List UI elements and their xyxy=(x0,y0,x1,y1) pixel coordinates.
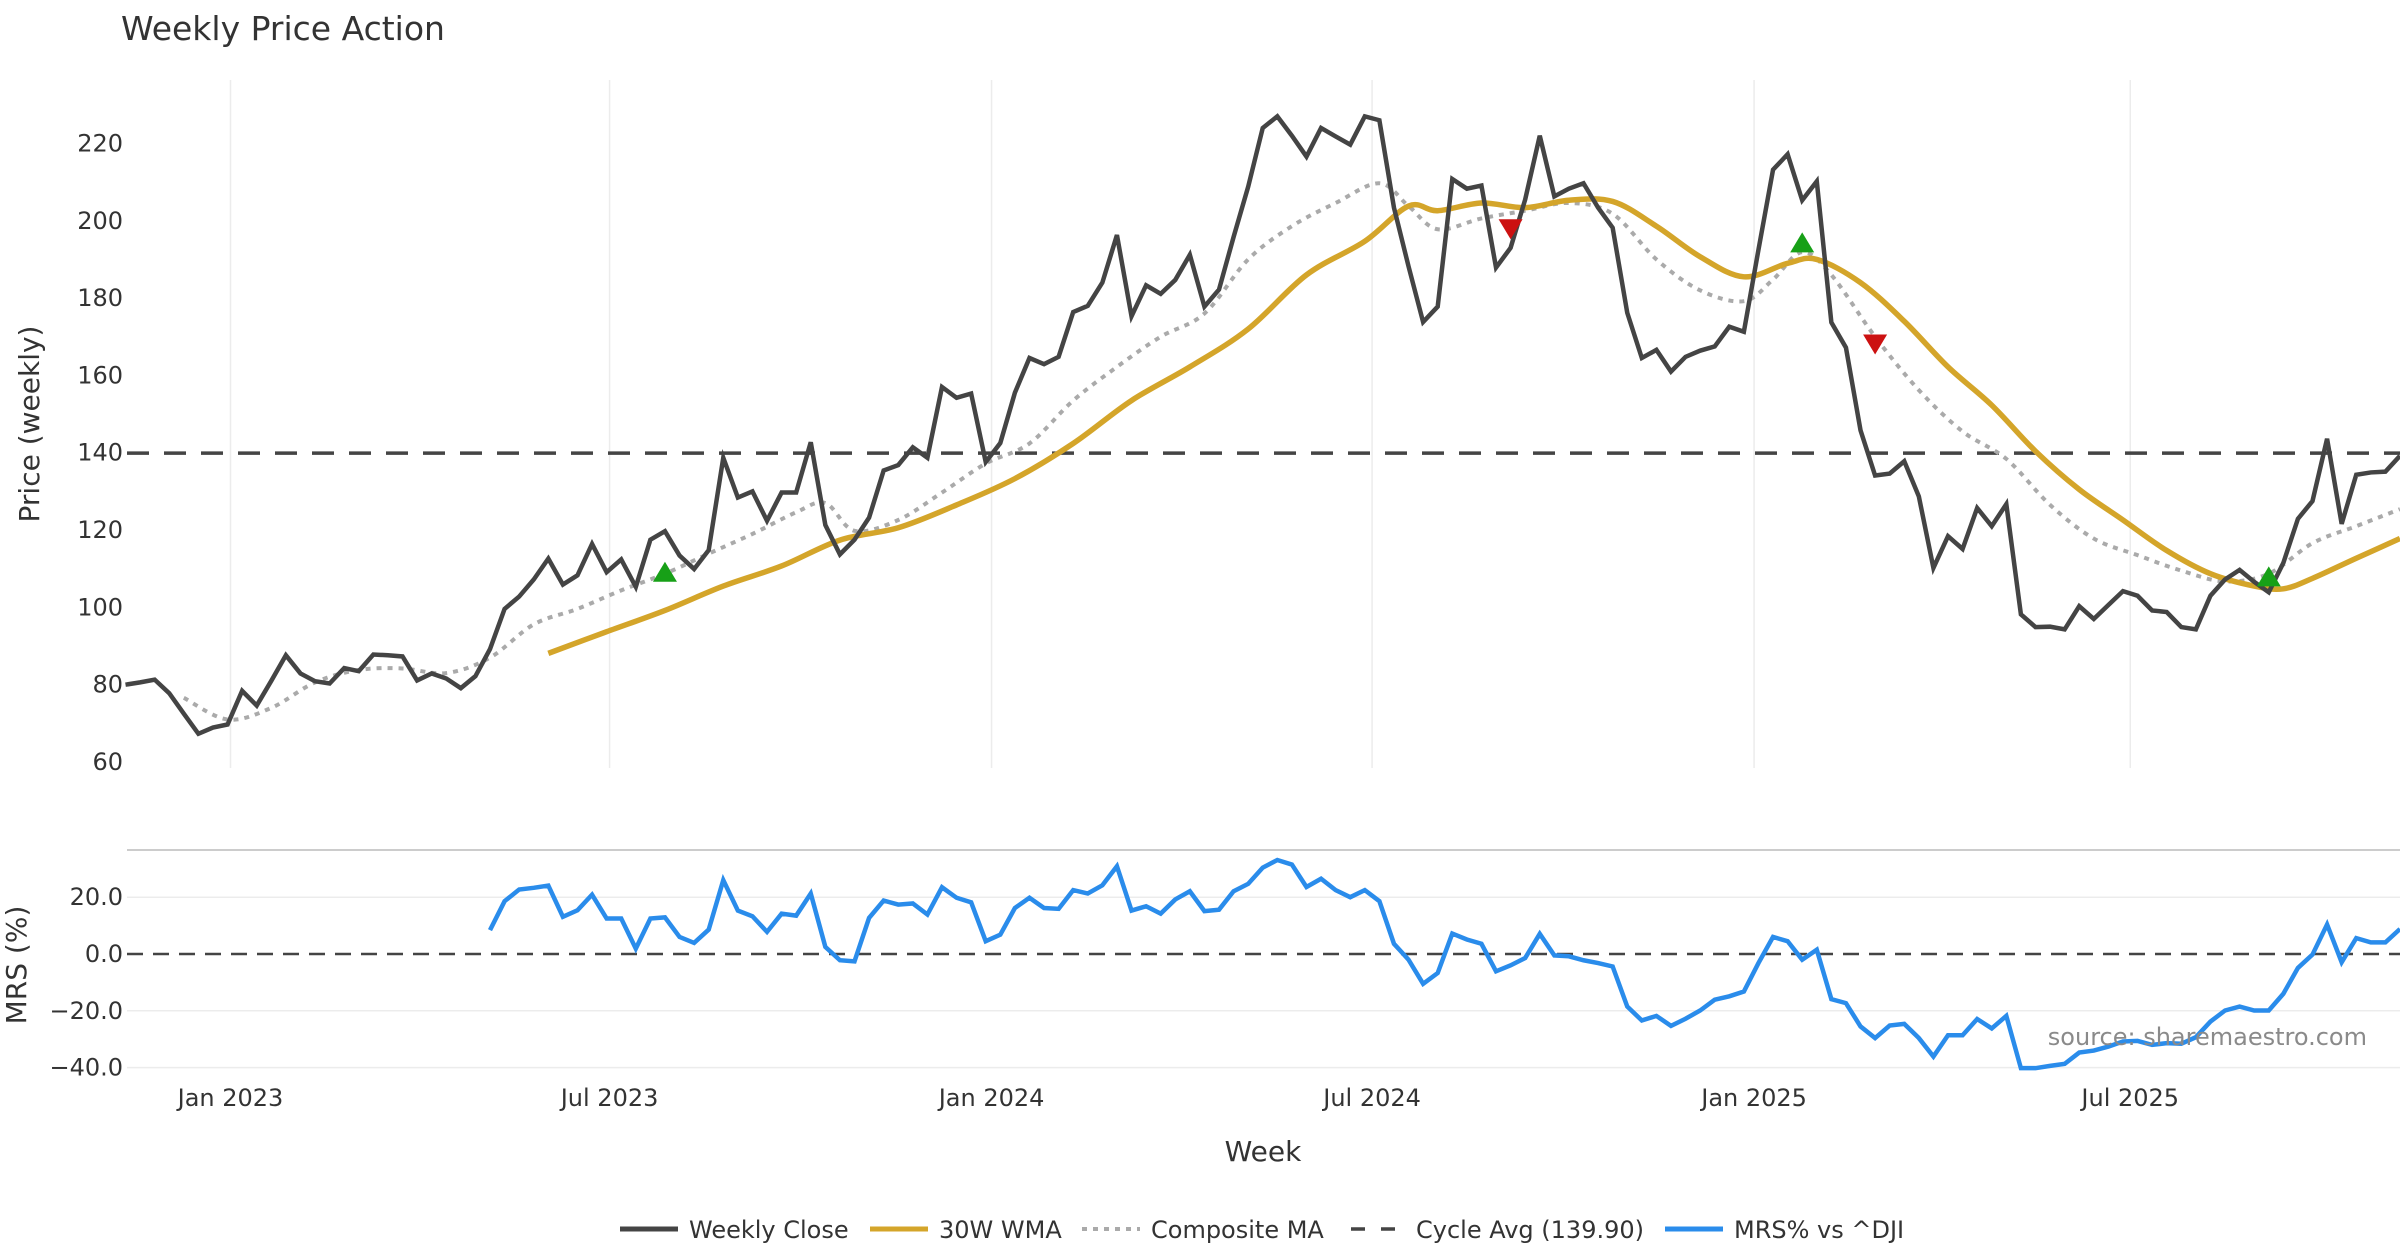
x-tick-label: Jul 2024 xyxy=(1321,1084,1421,1112)
chart-title: Weekly Price Action xyxy=(121,9,445,48)
sell-signal-marker xyxy=(1863,334,1888,355)
price-tick-label: 80 xyxy=(92,671,123,699)
price-tick-label: 100 xyxy=(77,593,123,621)
mrs-panel: 20.0 0.0 −20.0 −40.0 xyxy=(49,849,2400,1082)
legend-label: Cycle Avg (139.90) xyxy=(1416,1216,1644,1244)
legend: Weekly Close 30W WMA Composite MA Cycle Avg… xyxy=(620,1216,1904,1244)
legend-label: Weekly Close xyxy=(689,1216,849,1244)
source-annotation: source: sharemaestro.com xyxy=(2048,1023,2367,1051)
x-axis: Jan 2023 Jul 2023 Jan 2024 Jul 2024 Jan 2025… xyxy=(176,1084,2179,1112)
x-tick-label: Jan 2024 xyxy=(937,1084,1045,1112)
legend-label: 30W WMA xyxy=(939,1216,1062,1244)
legend-item: Composite MA xyxy=(1082,1216,1324,1244)
x-tick-label: Jul 2025 xyxy=(2079,1084,2179,1112)
composite-ma-line xyxy=(182,181,2400,722)
weekly-close-line xyxy=(125,113,2400,737)
price-tick-label: 60 xyxy=(92,748,123,776)
legend-item: MRS% vs ^DJI xyxy=(1665,1216,1904,1244)
wma-30w-line xyxy=(547,196,2400,656)
legend-item: Weekly Close xyxy=(620,1216,849,1244)
price-axis-title: Price (weekly) xyxy=(13,326,46,523)
legend-item: 30W WMA xyxy=(870,1216,1062,1244)
mrs-line xyxy=(487,857,2400,1071)
price-tick-label: 140 xyxy=(77,439,123,467)
x-axis-title: Week xyxy=(1225,1135,1302,1168)
x-tick-label: Jan 2023 xyxy=(176,1084,284,1112)
price-panel: 60 80 100 120 140 160 180 200 220 xyxy=(77,113,2400,776)
mrs-tick-label: −40.0 xyxy=(49,1054,123,1082)
mrs-tick-label: 0.0 xyxy=(85,940,123,968)
buy-signal-marker xyxy=(1790,232,1815,253)
mrs-tick-label: −20.0 xyxy=(49,997,123,1025)
price-tick-label: 120 xyxy=(77,516,123,544)
sell-signal-marker xyxy=(1498,219,1523,240)
buy-signal-marker xyxy=(2256,566,2281,587)
legend-item: Cycle Avg (139.90) xyxy=(1351,1216,1644,1244)
x-tick-label: Jul 2023 xyxy=(559,1084,659,1112)
buy-signal-marker xyxy=(652,561,677,582)
mrs-axis-title: MRS (%) xyxy=(0,906,33,1025)
legend-label: Composite MA xyxy=(1151,1216,1324,1244)
x-tick-label: Jan 2025 xyxy=(1699,1084,1807,1112)
price-tick-label: 160 xyxy=(77,361,123,389)
price-tick-label: 220 xyxy=(77,129,123,157)
price-tick-label: 200 xyxy=(77,207,123,235)
mrs-tick-label: 20.0 xyxy=(70,883,123,911)
legend-label: MRS% vs ^DJI xyxy=(1734,1216,1904,1244)
price-tick-label: 180 xyxy=(77,284,123,312)
grid xyxy=(229,80,2131,768)
